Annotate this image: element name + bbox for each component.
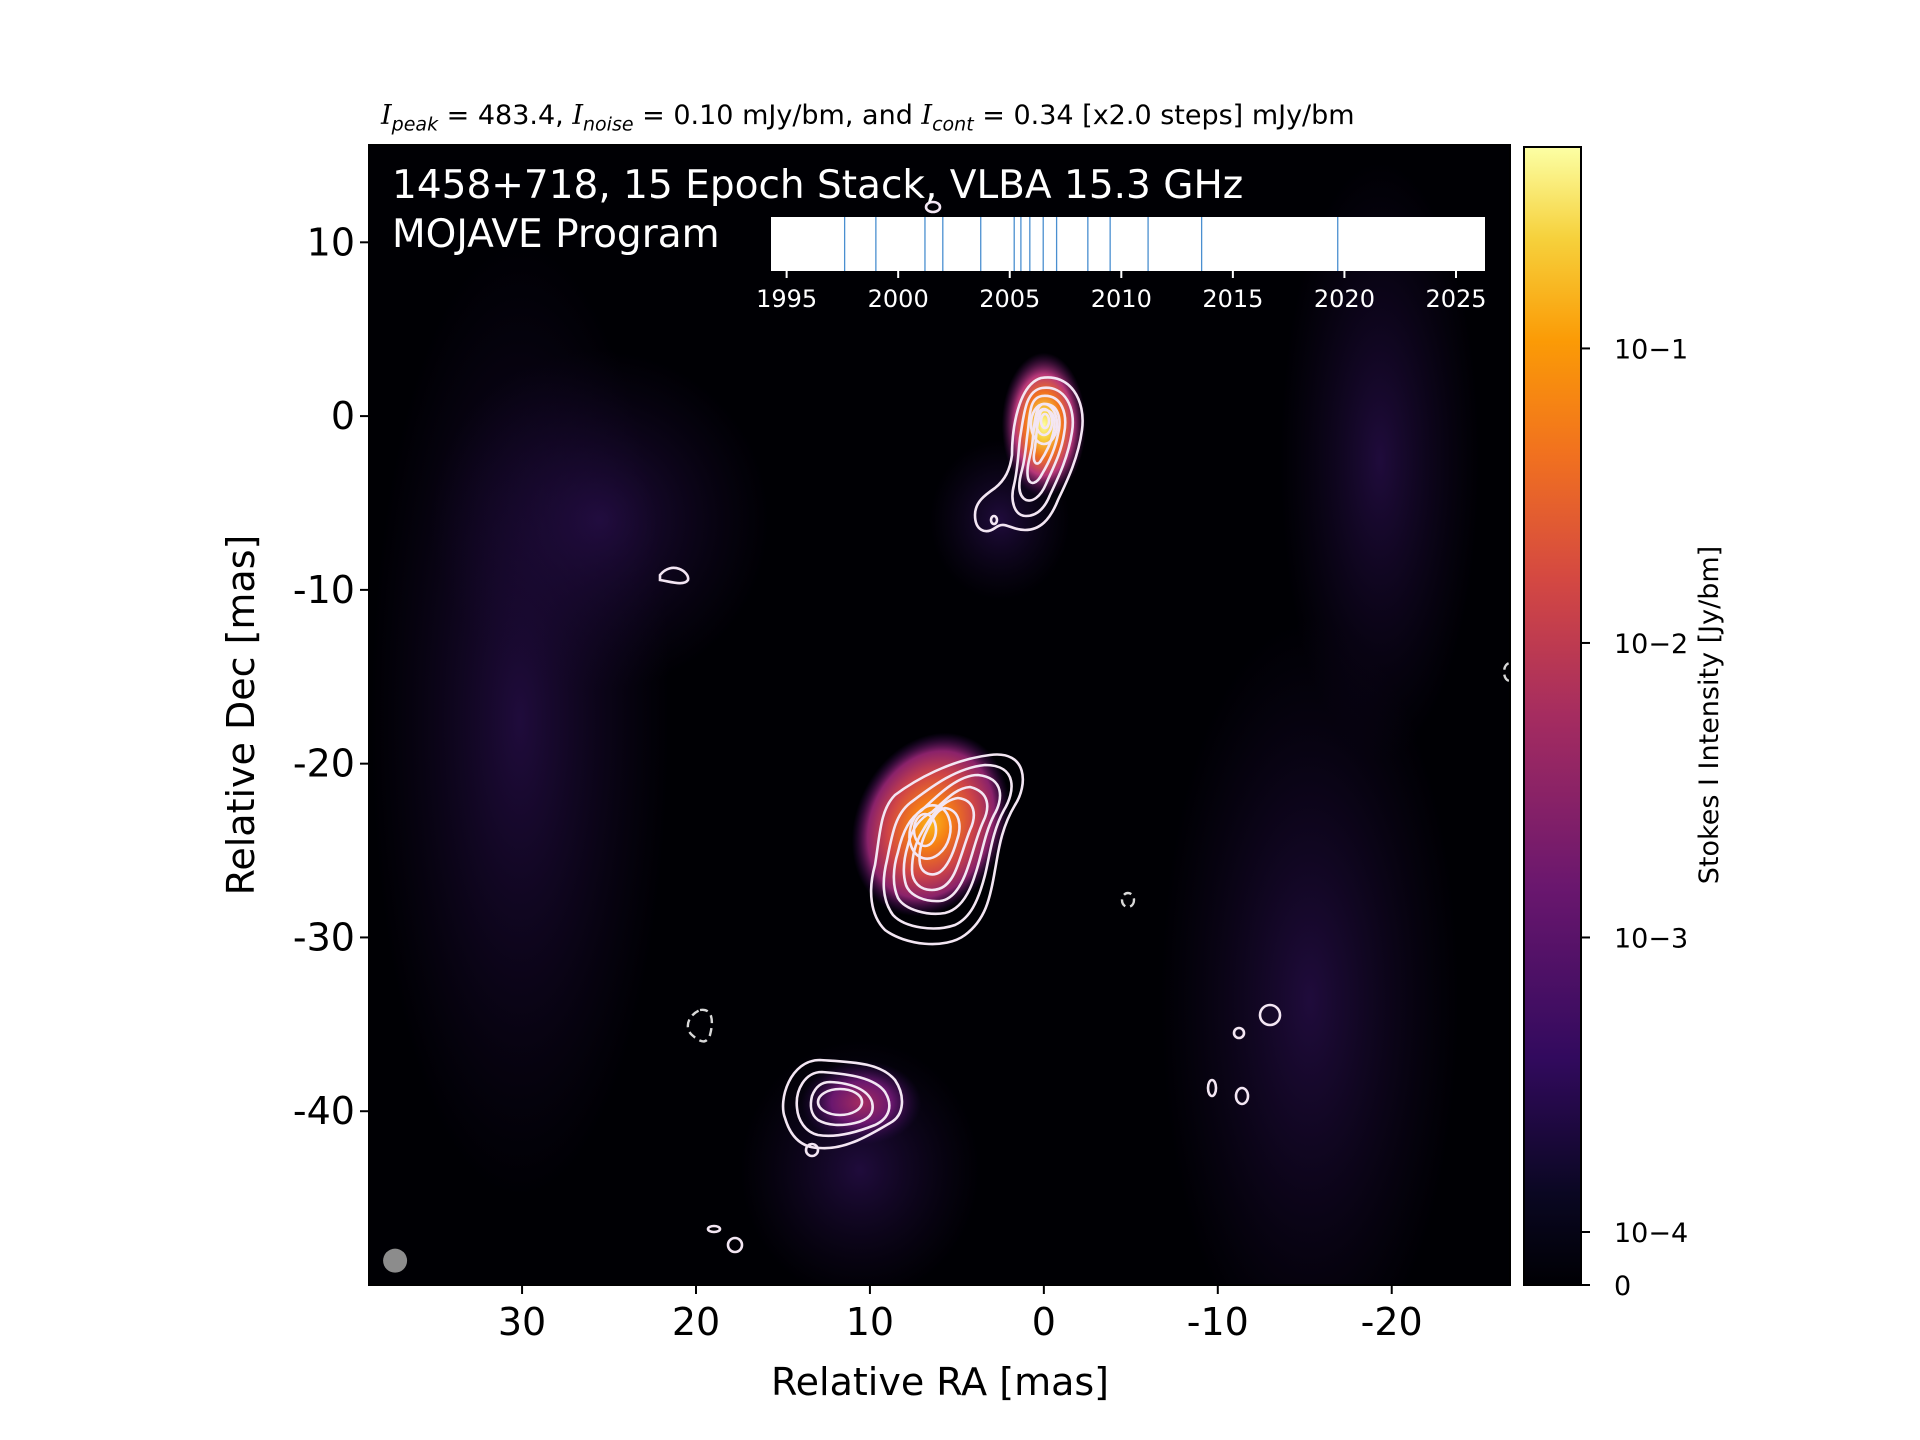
unit-1: mJy/bm [742, 100, 845, 131]
contour-core [1029, 402, 1059, 446]
x-tick-label: -10 [1187, 1300, 1249, 1344]
y-tick-label: -20 [293, 742, 355, 786]
contour-jet-knot [912, 812, 938, 848]
contour-jet-knot [910, 796, 976, 892]
y-tick-label: 0 [331, 394, 355, 438]
contour-outer-knot [795, 1070, 891, 1138]
negative-contour [686, 1008, 714, 1043]
x-axis: 30 20 10 0 -10 -20 [498, 1285, 1423, 1344]
contour-outer-knot [809, 1080, 874, 1127]
negative-contour [1120, 891, 1136, 909]
contour-core [1011, 386, 1075, 518]
y-axis-label: Relative Dec [mas] [219, 535, 263, 896]
colorbar-tick-label: 10−3 [1614, 923, 1688, 954]
unit-2: mJy/bm [1251, 100, 1355, 131]
epoch-timeline-box [771, 217, 1485, 271]
contour-core [1018, 394, 1067, 502]
x-tick-label: 20 [672, 1300, 720, 1344]
colorbar-tick-label: 10−2 [1614, 629, 1688, 660]
contour-isolated [706, 1224, 722, 1234]
and-text: and [862, 100, 913, 131]
y-tick-label: -40 [293, 1089, 355, 1133]
y-tick-label: -10 [293, 568, 355, 612]
steps-text: [x2.0 steps] [1082, 100, 1244, 131]
x-tick-label: 0 [1032, 1300, 1056, 1344]
contour-jet-knot [908, 804, 952, 860]
x-tick-label: -20 [1361, 1300, 1423, 1344]
colorbar-label: Stokes I Intensity [Jy/bm] [1694, 546, 1725, 884]
contour-jet-knot [918, 806, 961, 876]
beam-ellipse [383, 1248, 408, 1273]
contour-outer-knot [781, 1058, 904, 1150]
diffuse-emission [430, 350, 770, 690]
contour-isolated [804, 1142, 820, 1158]
contour-isolated [924, 200, 942, 214]
colorbar-ticks: 0 10−4 10−3 10−2 10−1 [1581, 334, 1688, 1302]
diffuse-emission [1160, 620, 1460, 1285]
contour-core [1032, 408, 1056, 465]
contour-core [1026, 402, 1061, 485]
colorbar [1523, 146, 1582, 1286]
y-tick-label: 10 [307, 220, 355, 264]
peak-value: 483.4 [477, 100, 556, 131]
contour-core [1034, 407, 1054, 437]
timeline-tick-label: 2000 [868, 285, 929, 313]
noise-value: 0.10 [673, 100, 734, 131]
contour-isolated [1206, 1078, 1218, 1098]
timeline-tick-label: 2025 [1425, 285, 1486, 313]
diffuse-emission [1280, 160, 1480, 760]
timeline-tick-label: 2015 [1202, 285, 1263, 313]
contour-core-small [989, 514, 999, 526]
plot-frame [368, 144, 1511, 1286]
y-axis: 10 0 -10 -20 -30 -40 [293, 220, 369, 1133]
contour-jet-knot [869, 753, 1025, 946]
x-tick-label: 10 [846, 1300, 894, 1344]
contour-isolated [1258, 1003, 1282, 1027]
x-axis-label: Relative RA [mas] [771, 1360, 1109, 1404]
timeline-tick-label: 2005 [979, 285, 1040, 313]
timeline-tick-label: 2020 [1314, 285, 1375, 313]
contour-outer-knot [816, 1087, 864, 1117]
contour-isolated [1232, 1026, 1246, 1040]
epoch-timeline: 1995 2000 2005 2010 2015 2020 2025 [756, 217, 1487, 313]
contour-core [1039, 412, 1051, 430]
image-layer [370, 160, 1510, 1285]
colorbar-tick-label: 10−4 [1614, 1218, 1688, 1249]
timeline-tick-label: 2010 [1091, 285, 1152, 313]
image-title-line2: MOJAVE Program [392, 212, 720, 257]
cont-value: 0.34 [1013, 100, 1074, 131]
image-statistics: Ipeak = 483.4, Inoise = 0.10 mJy/bm, and… [381, 100, 1355, 136]
contour-isolated [1234, 1086, 1250, 1106]
x-tick-label: 30 [498, 1300, 546, 1344]
image-title-line1: 1458+718, 15 Epoch Stack, VLBA 15.3 GHz [392, 163, 1243, 208]
timeline-tick-label: 1995 [756, 285, 817, 313]
colorbar-tick-label: 0 [1614, 1271, 1631, 1302]
contour-core [973, 376, 1084, 533]
contour-jet-knot [882, 763, 1013, 930]
colorbar-tick-label: 10−1 [1614, 334, 1688, 365]
y-tick-label: -30 [293, 915, 355, 959]
contour-isolated [726, 1236, 744, 1254]
contour-isolated [658, 566, 690, 585]
